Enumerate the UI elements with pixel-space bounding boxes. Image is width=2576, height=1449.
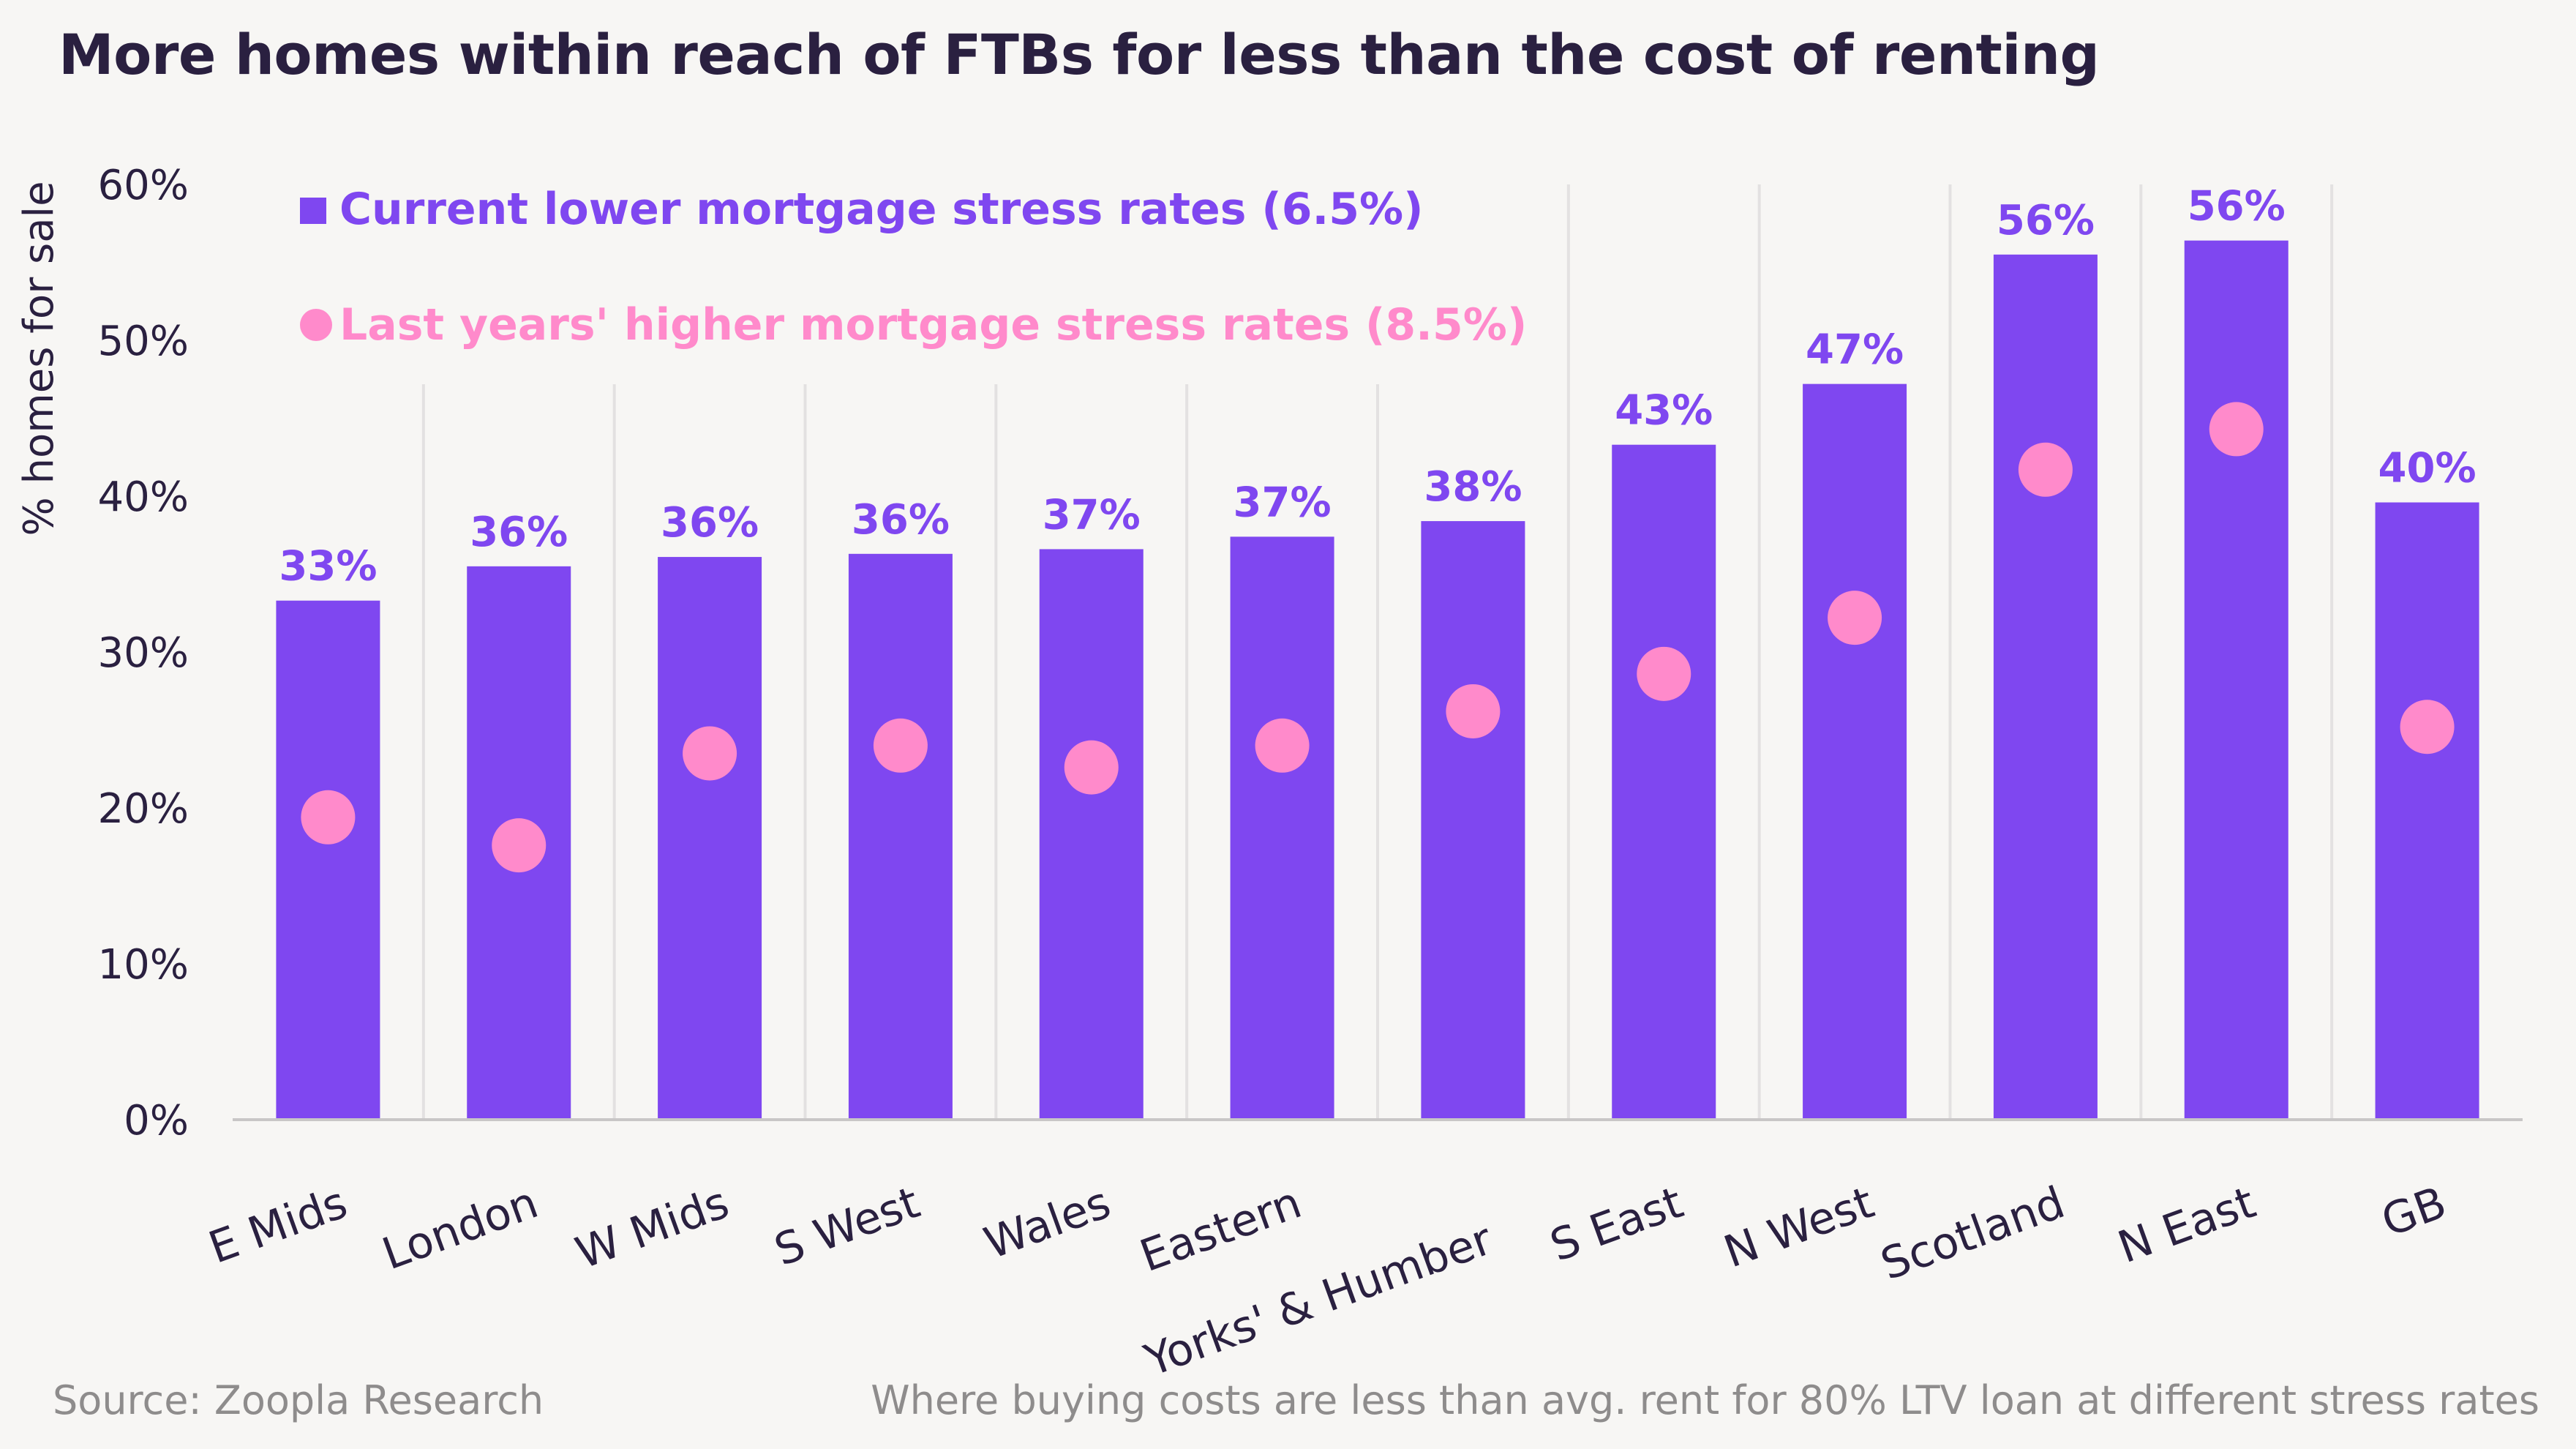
- y-tick-label: 10%: [98, 941, 189, 989]
- dot: [492, 818, 547, 873]
- y-tick-label: 0%: [124, 1097, 189, 1145]
- source-note: Source: Zoopla Research: [53, 1377, 544, 1423]
- data-label: 37%: [1233, 479, 1332, 526]
- data-label: 36%: [852, 496, 950, 544]
- x-category-label: N East: [2111, 1177, 2262, 1273]
- bar: [658, 557, 762, 1120]
- legend-bar-label: Current lower mortgage stress rates (6.5…: [339, 184, 1424, 235]
- dot: [301, 790, 356, 845]
- data-labels: 33% 36% 36% 36% 37% 37% 38% 43% 47% 56% 56% 40%: [279, 183, 2476, 591]
- dot: [2400, 700, 2455, 755]
- data-label: 38%: [1424, 463, 1522, 511]
- x-category-label: E Mids: [203, 1177, 354, 1273]
- bar: [1039, 549, 1144, 1120]
- y-tick-label: 40%: [98, 473, 189, 521]
- bar: [1993, 254, 2098, 1120]
- dot: [1446, 684, 1501, 738]
- x-axis-categories: E Mids London W Mids S West Wales EasternYork…: [203, 1177, 2453, 1387]
- y-tick-label: 30%: [98, 629, 189, 677]
- chart-title: More homes within reach of FTBs for less…: [59, 22, 2100, 87]
- x-category-label: Scotland: [1874, 1177, 2071, 1290]
- x-category-label: GB: [2375, 1177, 2452, 1247]
- y-tick-label: 60%: [98, 162, 189, 209]
- data-label: 40%: [2378, 445, 2477, 493]
- dot: [1255, 718, 1310, 773]
- x-category-label: N West: [1718, 1177, 1881, 1278]
- methodology-note: Where buying costs are less than avg. re…: [871, 1377, 2539, 1423]
- y-axis-title: % homes for sale: [15, 181, 63, 536]
- dot: [683, 726, 737, 781]
- bar: [1803, 383, 1907, 1120]
- dot: [1637, 646, 1691, 701]
- bar: [276, 600, 380, 1120]
- dot: [873, 718, 928, 773]
- bar: [2184, 240, 2288, 1120]
- bar: [1612, 444, 1716, 1120]
- grid-lines: [421, 184, 2334, 1120]
- y-tick-label: 20%: [98, 785, 189, 833]
- dot: [1828, 591, 1882, 645]
- x-category-label: Wales: [978, 1177, 1117, 1269]
- data-label: 37%: [1043, 491, 1141, 539]
- data-label: 43%: [1615, 387, 1713, 435]
- x-category-label: S East: [1544, 1177, 1689, 1272]
- bar: [848, 553, 953, 1120]
- x-category-label: Eastern: [1133, 1177, 1307, 1282]
- bar-series: [276, 240, 2479, 1120]
- legend-bar-swatch: [300, 198, 326, 224]
- bar: [2375, 502, 2479, 1120]
- x-category-label: S West: [768, 1177, 926, 1276]
- data-label: 56%: [2188, 183, 2286, 231]
- dot: [2209, 402, 2264, 457]
- legend-dot-swatch: [300, 309, 332, 341]
- y-tick-label: 50%: [98, 318, 189, 365]
- bar: [1421, 521, 1525, 1120]
- dot: [2018, 442, 2073, 497]
- y-axis-ticks: 0% 10% 20% 30% 40% 50% 60%: [98, 162, 189, 1145]
- data-label: 47%: [1806, 326, 1904, 374]
- x-category-label: W Mids: [569, 1177, 735, 1279]
- dot-series: [301, 402, 2455, 873]
- data-label: 36%: [470, 509, 568, 556]
- data-label: 33%: [279, 543, 377, 591]
- legend-dot-label: Last years' higher mortgage stress rates…: [339, 299, 1527, 351]
- x-category-label: London: [376, 1177, 545, 1280]
- dot: [1064, 740, 1119, 795]
- legend: Current lower mortgage stress rates (6.5…: [300, 184, 1527, 351]
- bar: [1230, 536, 1334, 1120]
- data-label: 36%: [661, 499, 759, 547]
- data-label: 56%: [1997, 197, 2095, 244]
